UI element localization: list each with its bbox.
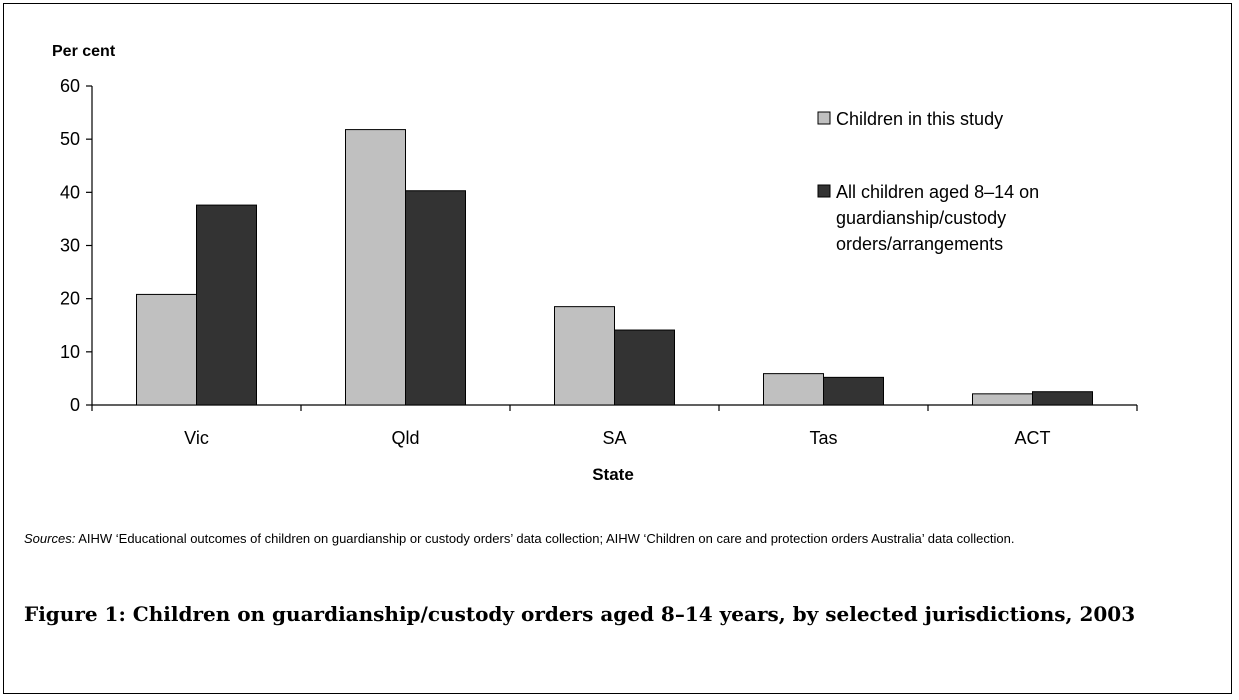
y-tick-label: 20: [60, 289, 80, 309]
bar-sa-series-2: [614, 329, 675, 406]
x-tick-label-sa: SA: [602, 428, 626, 448]
bar-chart: Per cent State 0 10 20 30 40 50 60 Vic Qld SA Tas A…: [52, 43, 1138, 484]
legend-label-1: Children in this study: [836, 109, 1003, 129]
bar-tas-series-2: [823, 376, 884, 406]
y-tick-label: 50: [60, 129, 80, 149]
bar-vic-series-1: [136, 293, 197, 406]
y-tick-label: 30: [60, 236, 80, 256]
bar-qld-series-2: [405, 190, 466, 406]
y-axis-label: Per cent: [52, 43, 116, 60]
bar-sa-series-1: [554, 306, 615, 406]
legend-label-2: guardianship/custody: [836, 208, 1006, 228]
x-axis-label: State: [592, 465, 634, 484]
y-tick-label: 60: [60, 76, 80, 96]
axes: 0 10 20 30 40 50 60 Vic Qld SA Tas ACT: [60, 76, 1138, 448]
legend-swatch-1: [817, 111, 831, 125]
x-tick-label-qld: Qld: [391, 428, 419, 448]
sources-lead: Sources:: [24, 531, 76, 546]
bar-qld-series-1: [345, 129, 406, 406]
sources-note: Sources: AIHW ‘Educational outcomes of c…: [24, 529, 1224, 549]
bar-tas-series-1: [763, 373, 824, 406]
y-tick-label: 0: [70, 395, 80, 415]
legend-swatch-2: [817, 184, 831, 198]
bars: [136, 129, 1093, 406]
y-tick-label: 10: [60, 342, 80, 362]
legend-label-2: orders/arrangements: [836, 234, 1003, 254]
sources-text: AIHW ‘Educational outcomes of children o…: [75, 531, 1015, 546]
y-tick-label: 40: [60, 182, 80, 202]
figure-caption: Figure 1: Children on guardianship/custo…: [24, 602, 1136, 626]
x-tick-label-tas: Tas: [809, 428, 837, 448]
legend-label-2: All children aged 8–14 on: [836, 182, 1039, 202]
bar-act-series-1: [972, 393, 1033, 406]
x-tick-label-vic: Vic: [184, 428, 209, 448]
legend: Children in this study All children aged …: [817, 109, 1039, 254]
bar-vic-series-2: [196, 204, 257, 406]
x-tick-label-act: ACT: [1015, 428, 1051, 448]
bar-act-series-2: [1032, 391, 1093, 406]
